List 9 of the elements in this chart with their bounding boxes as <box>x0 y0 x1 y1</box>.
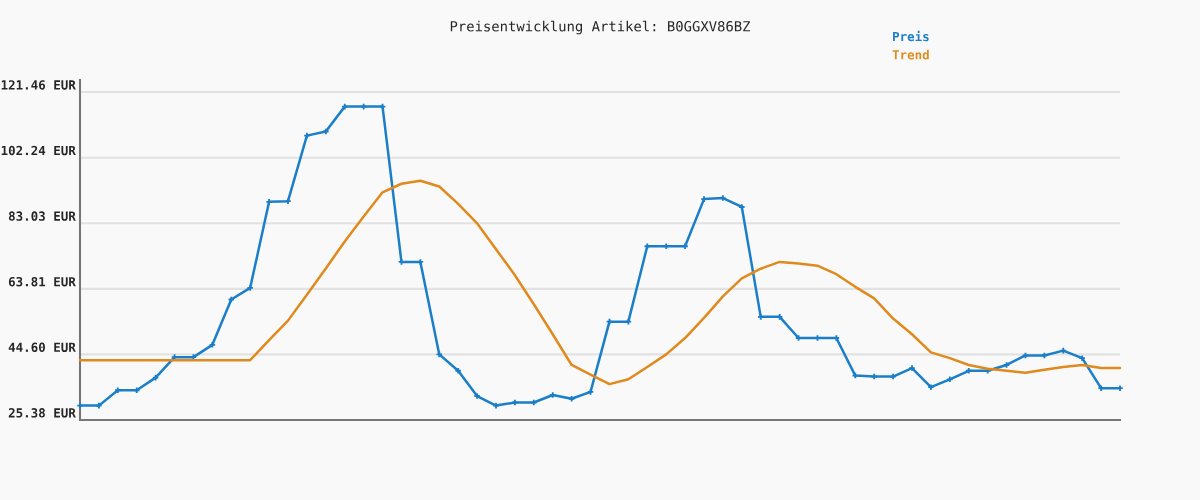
y-tick-label: 102.24 EUR <box>1 145 76 156</box>
y-tick-label: 121.46 EUR <box>1 80 76 90</box>
y-tick-label: 83.03 EUR <box>8 211 76 221</box>
y-tick-label: 25.38 EUR <box>8 408 76 418</box>
chart-title: Preisentwicklung Artikel: B0GGXV86BZ <box>450 20 751 35</box>
text: Preis <box>893 30 929 42</box>
y-tick-label: 63.81 EUR <box>8 276 76 287</box>
y-tick-label: 44.60 EUR <box>8 342 76 352</box>
text: Trend <box>892 49 929 60</box>
